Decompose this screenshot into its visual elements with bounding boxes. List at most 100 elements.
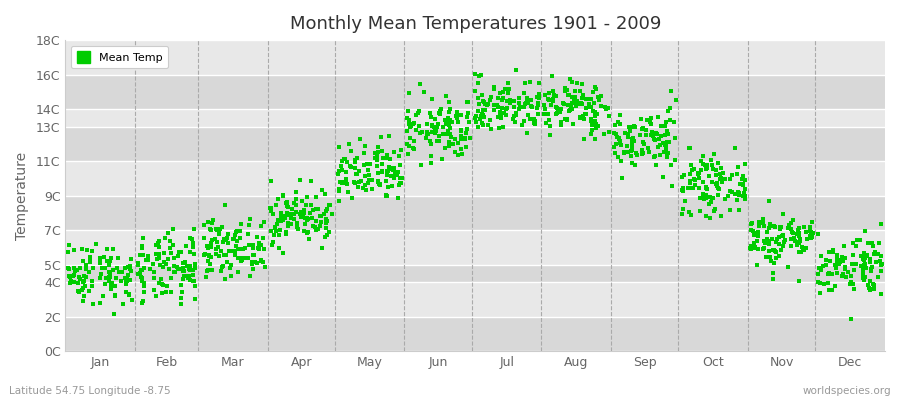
- Point: [425, 128, 439, 135]
- Point: [732, 190, 746, 196]
- Point: [804, 232, 818, 238]
- Point: [161, 256, 176, 262]
- Text: worldspecies.org: worldspecies.org: [803, 386, 891, 396]
- Point: [407, 119, 421, 126]
- Point: [865, 286, 879, 292]
- Point: [770, 255, 784, 261]
- Point: [871, 250, 886, 257]
- Point: [219, 237, 233, 244]
- Point: [857, 276, 871, 283]
- Point: [493, 112, 508, 118]
- Point: [99, 275, 113, 281]
- Point: [177, 268, 192, 274]
- Point: [767, 223, 781, 229]
- Point: [566, 98, 580, 104]
- Point: [769, 238, 783, 245]
- Point: [613, 142, 627, 148]
- Bar: [66, 109, 885, 126]
- Point: [832, 259, 847, 266]
- Point: [245, 259, 259, 266]
- Point: [266, 210, 280, 217]
- Point: [617, 130, 632, 136]
- Point: [475, 92, 490, 98]
- Point: [698, 184, 713, 190]
- Point: [248, 258, 262, 265]
- Point: [590, 94, 605, 100]
- Point: [94, 270, 108, 277]
- Point: [515, 122, 529, 128]
- Point: [227, 247, 241, 254]
- Point: [246, 252, 260, 259]
- Point: [528, 118, 543, 124]
- Point: [682, 177, 697, 184]
- Point: [154, 276, 168, 282]
- Point: [844, 261, 859, 267]
- Point: [149, 293, 164, 299]
- Point: [709, 172, 724, 178]
- Point: [542, 117, 556, 124]
- Point: [340, 159, 355, 165]
- Point: [708, 206, 723, 212]
- Point: [216, 236, 230, 242]
- Point: [558, 88, 572, 94]
- Point: [108, 292, 122, 298]
- Point: [565, 94, 580, 100]
- Point: [137, 264, 151, 271]
- Point: [746, 230, 760, 236]
- Point: [660, 138, 674, 145]
- Point: [79, 274, 94, 280]
- Point: [344, 148, 358, 154]
- Point: [233, 235, 248, 241]
- Point: [777, 239, 791, 246]
- Point: [202, 253, 216, 260]
- Point: [630, 152, 644, 158]
- Point: [863, 259, 878, 266]
- Point: [549, 110, 563, 117]
- Point: [576, 92, 590, 98]
- Point: [304, 215, 319, 222]
- Point: [560, 116, 574, 123]
- Point: [174, 248, 188, 255]
- Point: [309, 227, 323, 234]
- Point: [542, 90, 556, 96]
- Point: [628, 150, 643, 156]
- Point: [487, 102, 501, 108]
- Point: [635, 125, 650, 131]
- Point: [540, 96, 554, 102]
- Point: [588, 109, 602, 115]
- Point: [221, 240, 236, 246]
- Point: [233, 221, 248, 227]
- Point: [164, 250, 178, 256]
- Point: [322, 202, 337, 208]
- Point: [744, 221, 759, 227]
- Point: [340, 189, 355, 196]
- Point: [564, 102, 579, 109]
- Point: [280, 202, 294, 209]
- Point: [183, 248, 197, 255]
- Point: [860, 252, 874, 258]
- Point: [76, 284, 90, 291]
- Point: [626, 136, 640, 142]
- Point: [601, 105, 616, 111]
- Point: [658, 141, 672, 148]
- Point: [545, 98, 560, 104]
- Point: [579, 96, 593, 103]
- Point: [118, 275, 132, 281]
- Point: [281, 220, 295, 226]
- Point: [94, 255, 108, 262]
- Point: [491, 95, 505, 102]
- Point: [735, 182, 750, 188]
- Point: [805, 218, 819, 225]
- Point: [481, 101, 495, 108]
- Point: [412, 130, 427, 136]
- Point: [450, 108, 464, 115]
- Point: [152, 238, 166, 244]
- Point: [444, 131, 458, 138]
- Point: [267, 232, 282, 238]
- Point: [441, 128, 455, 135]
- Point: [723, 207, 737, 214]
- Point: [289, 188, 303, 195]
- Point: [182, 266, 196, 272]
- Point: [766, 246, 780, 253]
- Point: [744, 220, 759, 226]
